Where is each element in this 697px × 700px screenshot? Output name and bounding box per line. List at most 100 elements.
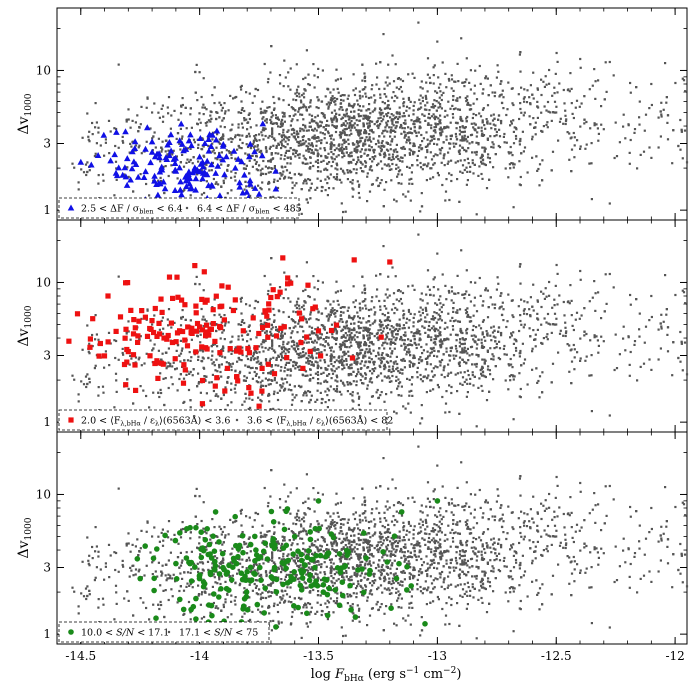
background-point — [395, 375, 398, 378]
background-point — [479, 82, 482, 85]
background-point — [382, 330, 385, 333]
background-point — [362, 105, 365, 108]
background-point — [339, 318, 342, 321]
background-point — [304, 106, 307, 109]
background-point — [345, 352, 348, 355]
background-point — [523, 300, 526, 303]
background-point — [335, 337, 338, 340]
background-point — [308, 138, 311, 141]
background-point — [275, 122, 279, 125]
background-point — [437, 117, 440, 120]
background-point — [210, 381, 213, 384]
background-point — [564, 109, 567, 112]
background-point — [660, 327, 663, 330]
highlight-point — [172, 154, 179, 161]
background-point — [360, 155, 363, 158]
background-point — [253, 95, 256, 98]
background-point — [395, 143, 398, 146]
background-point — [356, 354, 359, 357]
background-point — [488, 178, 491, 181]
highlight-point — [167, 131, 175, 138]
background-point — [356, 311, 359, 314]
background-point — [571, 324, 574, 327]
background-point — [330, 377, 333, 380]
background-point — [569, 284, 572, 287]
background-point — [353, 328, 356, 331]
background-point — [115, 339, 118, 343]
background-point — [201, 360, 204, 363]
background-point — [385, 121, 388, 124]
background-point — [245, 118, 248, 121]
background-point — [271, 122, 274, 125]
background-point — [160, 319, 163, 322]
background-point — [360, 109, 363, 112]
background-point — [342, 364, 345, 367]
background-point — [327, 107, 330, 110]
background-point — [432, 375, 435, 378]
background-point — [91, 133, 94, 136]
background-point — [115, 127, 118, 131]
background-point — [294, 109, 297, 112]
background-point — [440, 94, 443, 97]
background-point — [348, 169, 352, 172]
background-point — [239, 370, 242, 373]
background-point — [176, 132, 180, 135]
background-point — [409, 100, 412, 103]
background-point — [429, 293, 432, 297]
background-point — [317, 373, 320, 376]
background-point — [277, 152, 280, 155]
background-point — [439, 334, 442, 337]
background-point — [235, 95, 238, 99]
background-point — [320, 100, 324, 103]
background-point — [451, 113, 454, 116]
background-point — [137, 130, 140, 133]
background-point — [277, 330, 281, 333]
background-point — [544, 75, 547, 78]
background-point — [342, 152, 345, 155]
background-point — [314, 188, 317, 191]
background-point — [534, 133, 537, 136]
background-point — [570, 136, 573, 139]
background-point — [127, 175, 130, 178]
highlight-point — [177, 178, 184, 185]
background-point — [223, 126, 226, 129]
background-point — [290, 191, 294, 194]
highlight-point — [161, 185, 169, 192]
background-point — [474, 128, 477, 131]
background-point — [650, 156, 653, 159]
background-point — [380, 332, 383, 335]
highlight-point — [158, 163, 165, 170]
background-point — [370, 128, 373, 132]
background-point — [220, 375, 223, 378]
background-point — [482, 162, 485, 165]
background-point — [257, 184, 260, 187]
background-point — [499, 294, 502, 297]
background-point — [547, 110, 550, 113]
background-point — [319, 391, 322, 394]
background-point — [421, 325, 424, 328]
background-point — [433, 354, 436, 357]
background-point — [295, 130, 299, 133]
background-point — [406, 132, 409, 135]
background-point — [293, 341, 296, 344]
highlight-point — [171, 187, 179, 193]
background-point — [269, 330, 272, 333]
background-point — [342, 351, 345, 354]
background-point — [458, 341, 461, 344]
background-point — [140, 105, 143, 108]
background-point — [452, 108, 455, 111]
background-point — [193, 141, 196, 144]
background-point — [443, 164, 446, 167]
background-point — [395, 86, 398, 89]
background-point — [269, 383, 272, 386]
background-point — [430, 339, 433, 342]
background-point — [260, 343, 263, 346]
background-point — [536, 116, 539, 119]
background-point — [344, 326, 347, 329]
background-point — [384, 341, 387, 344]
background-point — [317, 378, 320, 381]
background-point — [400, 173, 403, 176]
background-point — [269, 357, 272, 360]
background-point — [224, 386, 227, 389]
